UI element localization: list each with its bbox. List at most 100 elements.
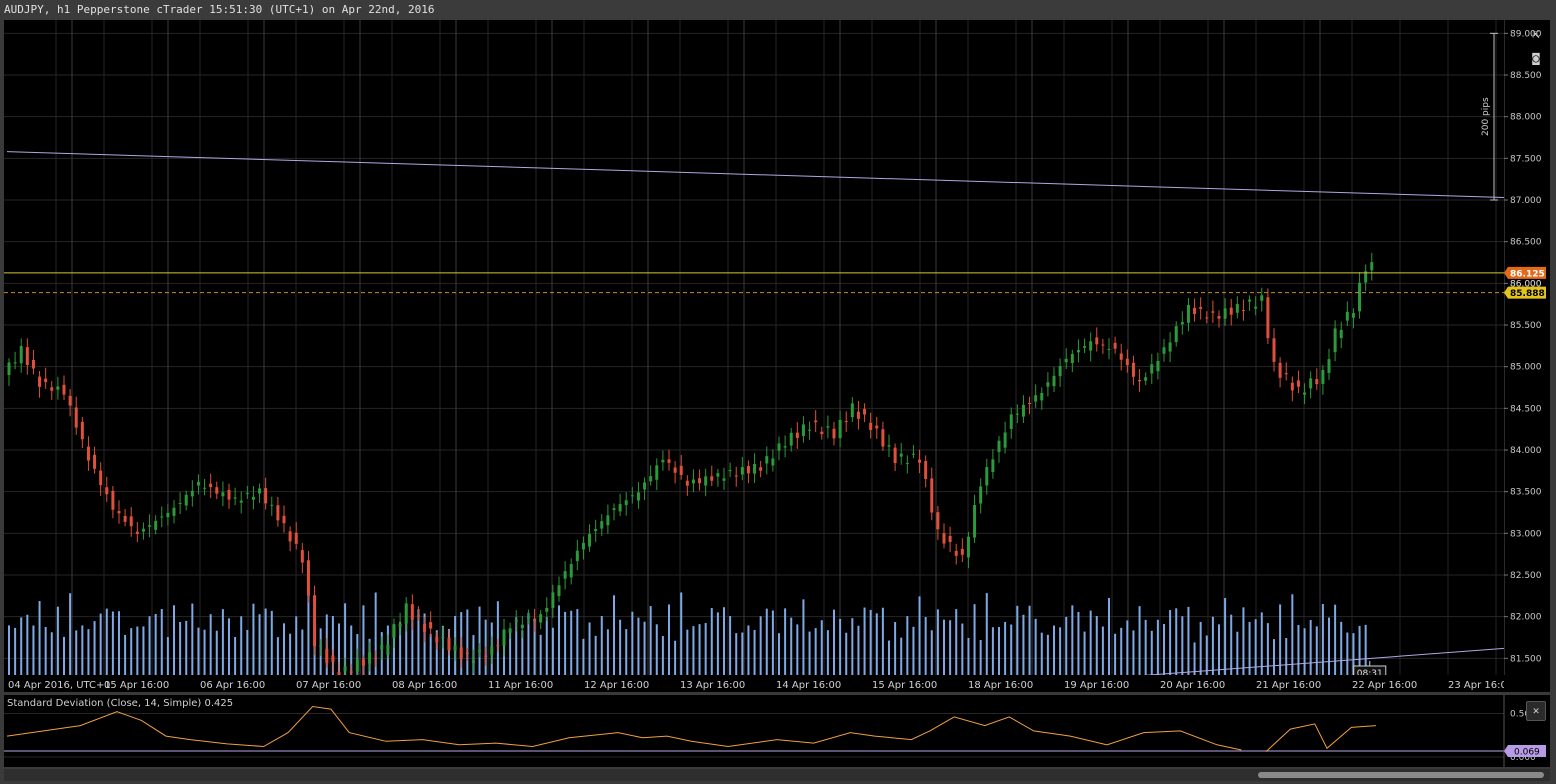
candle-body [306,560,310,596]
volume-bar [1230,614,1233,675]
horizontal-scrollbar[interactable] [4,769,1550,781]
volume-bar [1340,621,1343,675]
candle-body [56,386,60,390]
candle-body [795,432,799,439]
volume-bar [594,635,597,675]
volume-bar [533,618,536,675]
scroll-thumb[interactable] [1258,772,1544,778]
volume-bar [796,624,799,675]
candle-body [533,619,537,622]
candle-body [783,446,787,448]
price-plot[interactable]: 200 pips 08:31 04 Apr 2016, UTC+105 Apr 16… [4,20,1504,692]
volume-bar [985,593,988,675]
volume-bar [1315,626,1318,675]
camera-icon[interactable]: ◙ [1532,51,1540,65]
candle-body [129,516,133,527]
candle-body [319,645,323,647]
candle-body [184,494,188,506]
volume-bar [234,636,237,675]
price-axis[interactable]: 89.000 88.500 88.000 87.500 87.000 86.500 86.0… [1504,20,1550,692]
volume-bar [32,625,35,675]
volume-bar [1053,625,1055,675]
candle-body [1370,262,1374,271]
y-tick-label: 82.500 [1510,571,1542,581]
x-tick-label: 06 Apr 16:00 [200,680,265,691]
volume-bar [63,636,65,675]
candle-body [215,487,219,494]
candle-body [966,536,970,558]
volume-bar [8,625,10,675]
volume-bar [906,616,909,675]
volume-bar [778,633,780,675]
candle-body [490,646,494,655]
candle-body [563,571,567,579]
y-tick-label: 81.500 [1510,654,1542,664]
candle-body [1021,404,1025,417]
volume-bar [814,628,817,675]
volume-bar [527,612,530,675]
candle-body [453,645,457,651]
candle-body [288,531,292,542]
volume-bar [1266,623,1269,675]
volume-bar [613,595,615,675]
volume-bar [228,618,230,675]
candle-body [746,466,750,474]
volume-bar [264,608,267,675]
candle-body [716,473,720,477]
volume-bar [698,624,701,675]
volume-bar [875,613,878,675]
volume-bar [558,605,560,675]
candle-body [826,426,830,428]
volume-bar [87,629,90,675]
candle-body [722,478,726,481]
candle-body [710,476,714,481]
volume-bar [680,592,683,675]
popout-icon[interactable]: ⇱ [1532,27,1540,41]
volume-bar [1156,619,1159,675]
candle-body [25,347,29,365]
volume-bar [1236,631,1239,675]
candle-body [875,425,879,429]
volume-bar [38,601,41,675]
candle-body [239,500,243,503]
volume-bar [191,603,194,675]
volume-bar [833,609,835,675]
candle-body [661,459,665,463]
candle-body [154,520,158,530]
volume-bar [881,607,884,675]
candle-body [1296,380,1300,387]
volume-bar [20,617,23,675]
candle-body [636,492,640,501]
candle-body [276,505,280,521]
bid-price-badge [1504,266,1546,279]
candle-body [856,411,860,419]
candle-body [759,467,763,471]
volume-bar [130,628,133,675]
y-tick-label: 87.500 [1510,154,1542,164]
volume-bar [588,622,591,675]
volume-bar [692,626,695,675]
candle-body [1235,303,1239,313]
candle-body [973,505,977,538]
volume-bar [582,638,585,675]
volume-bar [14,627,17,675]
price-chart-panel[interactable]: 200 pips 08:31 04 Apr 2016, UTC+1 05 Apr 16… [4,20,1550,692]
candle-body [1138,379,1142,382]
volume-bar [1065,616,1068,675]
candle-body [1260,295,1264,301]
volume-bar [1352,633,1355,675]
std-dev-panel[interactable]: 0.500 0.000 0.069 Standard Deviation (Clos… [4,695,1550,767]
close-icon[interactable]: ✕ [1526,701,1546,721]
std-tick-label: 0.500 [1510,709,1536,719]
volume-bar [716,612,719,675]
candle-body [1321,370,1325,384]
ruler-label: 200 pips [1481,97,1491,136]
volume-bar [521,630,524,675]
volume-bar [374,592,377,675]
volume-bar [1028,605,1031,675]
volume-bar [771,610,774,675]
volume-bar [979,639,982,675]
volume-bar [802,599,805,675]
volume-bar [747,625,750,675]
